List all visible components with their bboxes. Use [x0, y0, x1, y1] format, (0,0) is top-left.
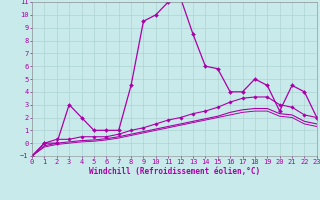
X-axis label: Windchill (Refroidissement éolien,°C): Windchill (Refroidissement éolien,°C)	[89, 167, 260, 176]
